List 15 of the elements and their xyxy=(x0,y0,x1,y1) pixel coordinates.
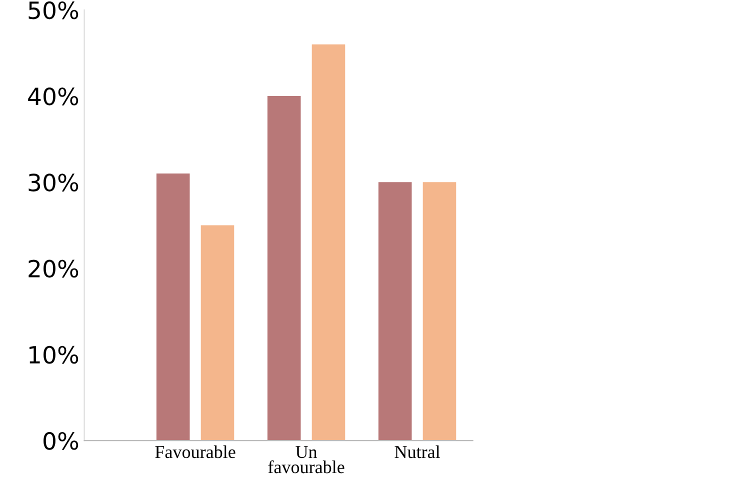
y-tick-label: 10% xyxy=(30,346,78,364)
bar xyxy=(156,174,190,441)
y-tick-label: 50% xyxy=(28,1,78,20)
x-tick-label: Un favourable xyxy=(268,446,344,474)
bar xyxy=(422,182,456,441)
y-tick-label: 0% xyxy=(44,432,78,450)
x-tick-label: Nutral xyxy=(394,445,440,458)
y-tick-label: 30% xyxy=(28,174,78,192)
bar xyxy=(312,44,346,441)
bar xyxy=(267,96,301,441)
bar xyxy=(378,182,412,441)
y-tick-label: 20% xyxy=(28,260,78,278)
x-tick-label: Favourable xyxy=(155,445,236,458)
bar xyxy=(200,225,234,441)
y-tick-label: 40% xyxy=(28,87,78,106)
